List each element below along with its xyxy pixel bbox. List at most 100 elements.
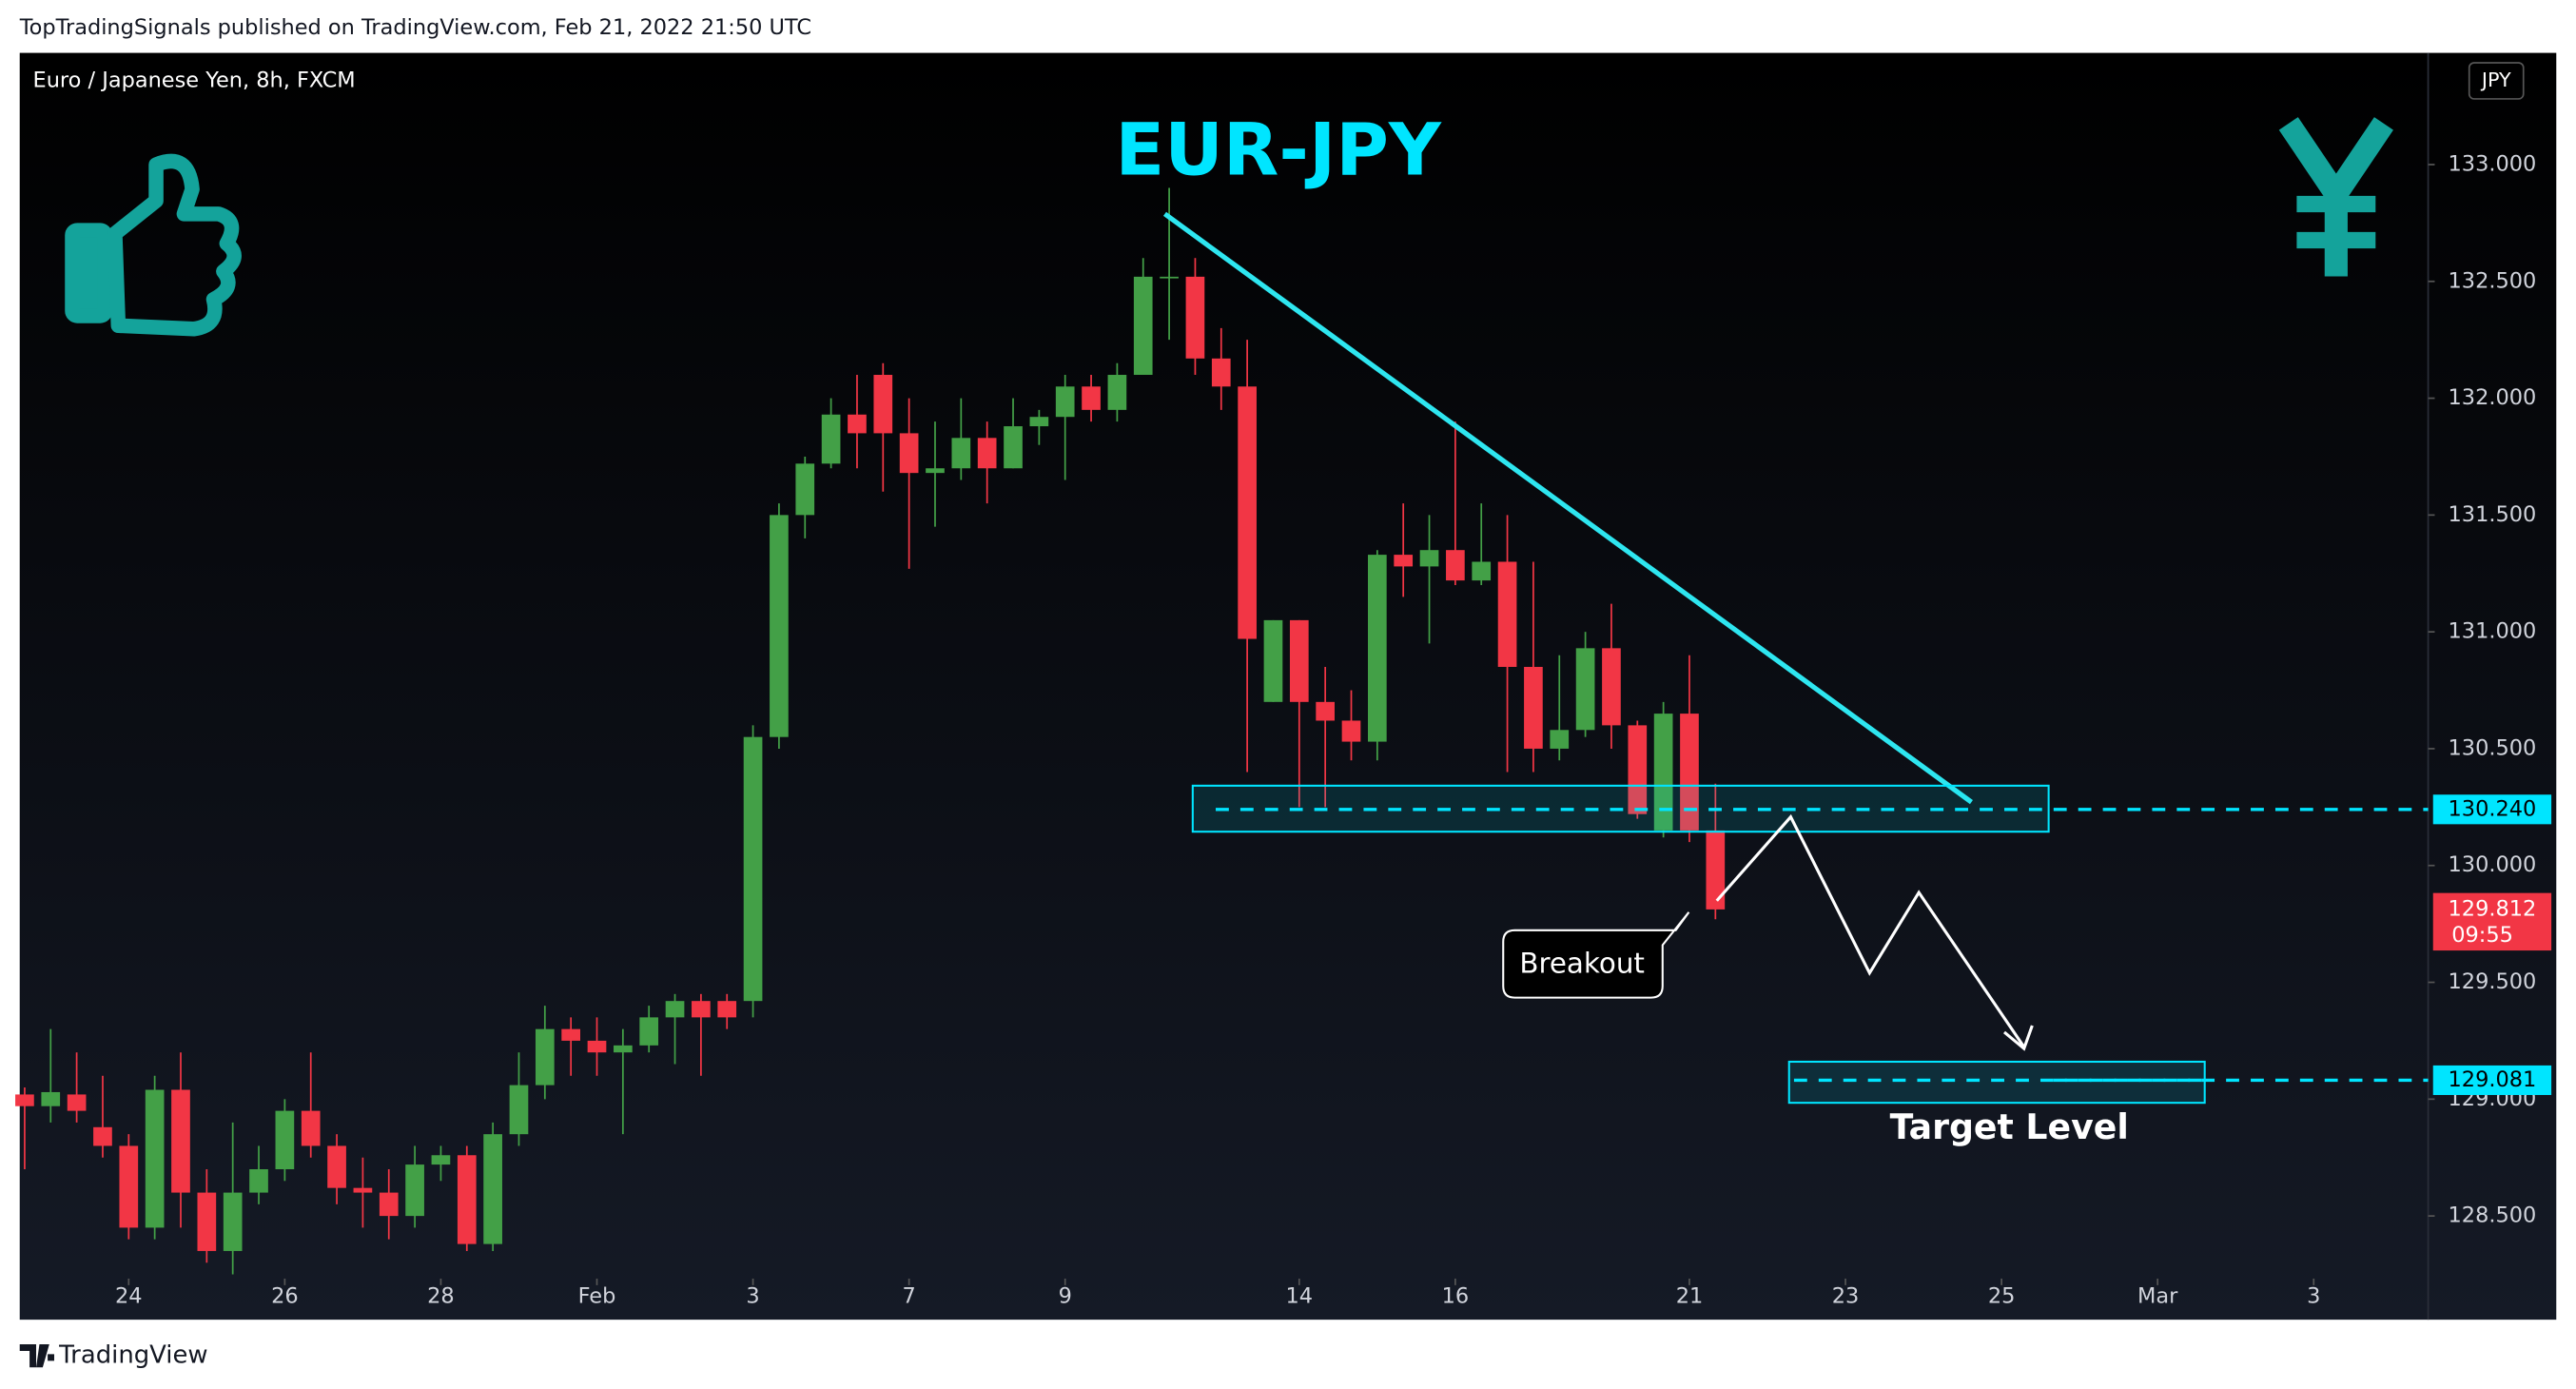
x-tick-label: 3 [2307,1283,2320,1308]
candle-body [1394,555,1414,567]
x-tick-label: 23 [1832,1283,1860,1308]
candle-body [509,1085,529,1135]
candle-body [431,1155,451,1165]
plot-bg [19,52,2557,1321]
candle-body [275,1110,295,1170]
candle-body [1524,666,1543,749]
candle-body [483,1134,502,1244]
y-tick-label: 129.500 [2449,969,2537,994]
price-label: 130.240 [2449,796,2537,821]
candle-body [587,1040,607,1053]
candle-body [1602,648,1621,726]
candle-body [1706,830,1726,910]
candle-body [1055,386,1075,418]
x-tick-label: Feb [578,1283,616,1308]
candle-body [353,1187,373,1193]
candle-body [1263,619,1283,702]
y-tick-label: 130.000 [2449,852,2537,877]
candle-body [770,515,789,737]
candle-body [639,1017,659,1046]
breakout-callout [1502,911,1690,999]
candle-body [171,1089,190,1193]
currency-box [2468,62,2525,100]
candle-body [692,1001,711,1018]
candle-body [1446,550,1465,581]
breakout-zone [1191,784,2050,833]
y-tick-label: 133.000 [2449,151,2537,176]
y-tick-label: 131.000 [2449,619,2537,644]
footer: TradingView [58,1341,207,1370]
candle-body [405,1164,424,1217]
tv-logo [19,1344,54,1368]
candle-body [873,375,893,434]
candle-body [1107,375,1127,410]
candle-body [1341,720,1361,742]
price-label-bg [2432,794,2552,825]
candle-body [1185,276,1205,359]
candle-body [1680,714,1699,831]
candle-body [795,463,815,516]
last-price: 129.812 [2449,896,2537,921]
last-price-bg [2432,892,2552,951]
chart-title: EUR-JPY [1115,108,1442,192]
candle-body [223,1192,243,1251]
candle-body [1238,386,1257,639]
candle-body [1316,701,1335,721]
candle-body [67,1094,87,1111]
y-tick-label: 132.000 [2449,385,2537,410]
candle-body [665,1001,685,1018]
candle-body [1367,555,1387,742]
candle-body [93,1126,112,1146]
candle-body [119,1145,139,1228]
candle-body [1575,648,1595,731]
candle-body [145,1089,165,1228]
candle-body [15,1094,34,1106]
x-tick-label: 28 [427,1283,455,1308]
candle-body [1550,730,1570,749]
x-tick-label: 14 [1286,1283,1314,1308]
y-tick-label: 130.500 [2449,735,2537,760]
candle-body [1082,386,1101,410]
candle-body [614,1045,633,1053]
candle-body [717,1001,737,1018]
candle-body [197,1192,217,1251]
x-tick-label: Mar [2137,1283,2178,1308]
x-tick-label: 25 [1988,1283,2016,1308]
y-tick-label: 128.500 [2449,1203,2537,1228]
candle-body [743,736,763,1002]
projection-path [1715,813,2025,1048]
candle-body [457,1155,477,1244]
candle-body [951,438,971,469]
annotation: Breakout [1519,948,1645,980]
trend-line [1162,211,1973,805]
y-tick-label: 132.500 [2449,268,2537,293]
candle-body [1497,561,1517,667]
candle-body [848,414,867,434]
candle-body [1419,550,1439,567]
candle-body [926,468,945,474]
candle-body [379,1192,399,1217]
candle-body [1211,358,1231,387]
candle-body [561,1028,581,1041]
candle-body [1004,426,1023,469]
candle-body [41,1091,61,1106]
candle-body [899,433,919,474]
target-zone [1787,1060,2206,1105]
annotation: Target Level [1890,1106,2129,1147]
candle-body [1160,276,1179,279]
price-label: 129.081 [2449,1067,2537,1092]
candle-body [1653,714,1673,831]
header: TopTradingSignals published on TradingVi… [19,15,811,40]
candle-body [1289,619,1309,702]
candle-body [1133,276,1153,376]
x-tick-label: 24 [115,1283,143,1308]
candle-body [301,1110,321,1146]
candle-body [327,1145,346,1188]
candle-body [1628,725,1648,814]
price-label-bg [2432,1065,2552,1095]
thumbs-up-icon [65,153,242,337]
x-tick-label: 26 [271,1283,299,1308]
x-tick-label: 9 [1059,1283,1072,1308]
candle-body [535,1028,555,1086]
